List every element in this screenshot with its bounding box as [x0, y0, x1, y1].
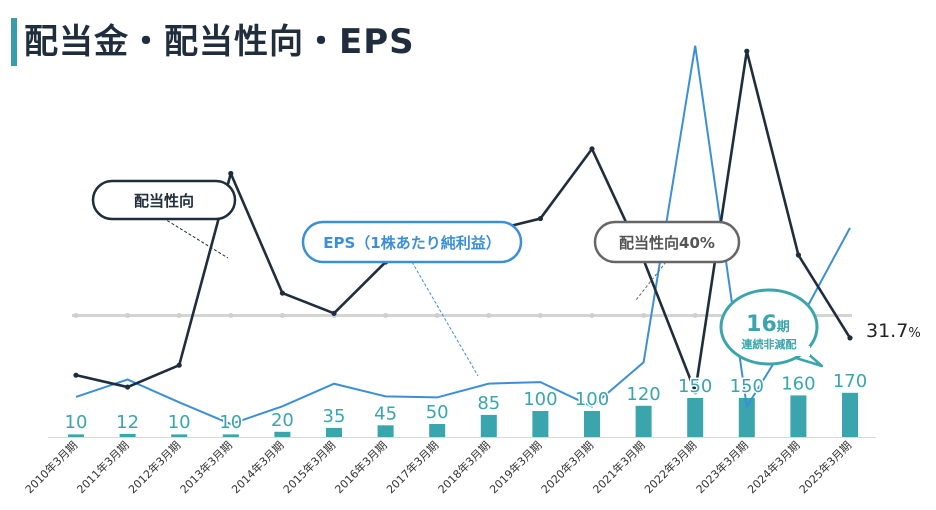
- dividend-value-label: 150: [678, 376, 712, 397]
- dividend-value-label: 170: [833, 371, 867, 392]
- x-tick-label: 2015年3月期: [280, 438, 338, 496]
- dividend-bar: [842, 392, 858, 437]
- x-tick-label: 2017年3月期: [383, 438, 441, 496]
- x-tick-label: 2013年3月期: [177, 438, 235, 496]
- x-tick-label: 2020年3月期: [538, 438, 596, 496]
- payout-point: [331, 310, 337, 316]
- dividend-value-label: 45: [374, 403, 397, 424]
- x-tick-label: 2024年3月期: [745, 438, 803, 496]
- eps-callout-box: [301, 220, 523, 264]
- dividend-bar: [326, 427, 342, 437]
- dividend-value-label: 120: [626, 384, 660, 405]
- dividend-value-label: 100: [575, 389, 609, 410]
- x-tick-label: 2010年3月期: [22, 438, 80, 496]
- payout-callout-box: [91, 179, 237, 221]
- dividend-value-label: 20: [271, 410, 294, 431]
- target-line-dot: [589, 313, 595, 318]
- x-tick-label: 2011年3月期: [74, 438, 132, 496]
- target-line-dot: [279, 313, 285, 318]
- final-payout-unit: %: [908, 326, 920, 341]
- payout-point: [847, 335, 853, 341]
- dividend-bar: [68, 434, 84, 437]
- payout-callout-leader: [162, 217, 229, 259]
- final-payout-label: 31.7%: [866, 320, 921, 342]
- dividend-value-label: 100: [523, 389, 557, 410]
- payout-point: [692, 389, 698, 395]
- streak-bubble-tail-mask: [790, 346, 810, 356]
- x-tick-label: 2012年3月期: [125, 438, 183, 496]
- dividend-bar: [429, 424, 446, 437]
- x-tick-label: 2022年3月期: [641, 438, 699, 496]
- target-callout-label: 配当性向40%: [619, 234, 715, 252]
- target-callout-box: [593, 220, 741, 264]
- target-line-dot: [383, 313, 389, 318]
- payout-point: [589, 146, 595, 152]
- dividend-value-label: 85: [477, 393, 500, 414]
- x-tick-label: 2023年3月期: [693, 438, 751, 496]
- dividend-bar: [584, 411, 600, 437]
- target-line-dot: [434, 313, 440, 318]
- dividend-value-label: 10: [168, 412, 191, 433]
- dividend-value-label: 160: [781, 373, 815, 394]
- target-line-dot: [486, 313, 492, 318]
- page-title: 配当金・配当性向・EPS: [24, 22, 415, 62]
- x-tick-label: 2016年3月期: [332, 438, 390, 496]
- payout-callout-label: 配当性向: [134, 192, 194, 210]
- dividend-bar: [119, 433, 136, 437]
- dividend-value-label: 12: [116, 412, 139, 433]
- streak-subtitle: 連続非減配: [742, 337, 797, 351]
- dividend-bars-layer: [68, 392, 858, 437]
- x-tick-label: 2021年3月期: [590, 438, 648, 496]
- payout-point: [73, 372, 79, 378]
- x-tick-layer: 2010年3月期2011年3月期2012年3月期2013年3月期2014年3月期…: [22, 438, 854, 496]
- dividend-bar: [738, 398, 755, 437]
- dividend-value-label: 50: [426, 402, 449, 423]
- dividend-bar: [171, 434, 188, 437]
- eps-callout-label: EPS（1株あたり純利益）: [323, 234, 500, 252]
- target-line-dot: [228, 313, 234, 318]
- dividend-bar: [532, 411, 549, 437]
- payout-point: [537, 215, 544, 222]
- x-tick-label: 2018年3月期: [435, 438, 493, 496]
- dividend-bar: [222, 434, 239, 437]
- dividend-bar: [635, 405, 652, 437]
- x-tick-label: 2025年3月期: [796, 438, 854, 496]
- dividend-bar: [480, 414, 497, 437]
- payout-point: [795, 252, 802, 258]
- payout-point: [228, 170, 234, 177]
- streak-bubble: [719, 288, 819, 366]
- target-line-dot: [641, 313, 647, 318]
- x-tick-label: 2019年3月期: [487, 438, 545, 496]
- target-line-dot: [692, 313, 698, 318]
- dividend-value-label: 150: [730, 376, 764, 397]
- dividend-value-label: 10: [65, 412, 88, 433]
- target-callout-leader: [635, 261, 667, 301]
- streak-unit: 期: [777, 320, 790, 335]
- dividend-value-label: 35: [323, 406, 346, 427]
- target-line-dot: [125, 313, 131, 318]
- payout-point: [279, 290, 285, 296]
- target-line-dot: [176, 313, 182, 318]
- dividend-bar: [790, 395, 807, 437]
- dividend-bar: [687, 398, 704, 437]
- title-accent-bar: [11, 18, 17, 66]
- dividend-bar: [274, 431, 291, 437]
- target-line-dot: [537, 313, 543, 318]
- payout-point: [744, 48, 750, 54]
- payout-point: [176, 362, 182, 368]
- x-tick-label: 2014年3月期: [229, 438, 287, 496]
- target-line-dot: [73, 313, 79, 318]
- dividend-bar: [377, 425, 394, 437]
- payout-point: [125, 384, 131, 390]
- bar-labels-layer: 10 12 10 10 20 35 45 50 85 100 100 120 150 150 160 170: [63, 369, 869, 434]
- eps-callout-leader: [411, 261, 479, 377]
- dividend-value-label: 10: [219, 412, 242, 433]
